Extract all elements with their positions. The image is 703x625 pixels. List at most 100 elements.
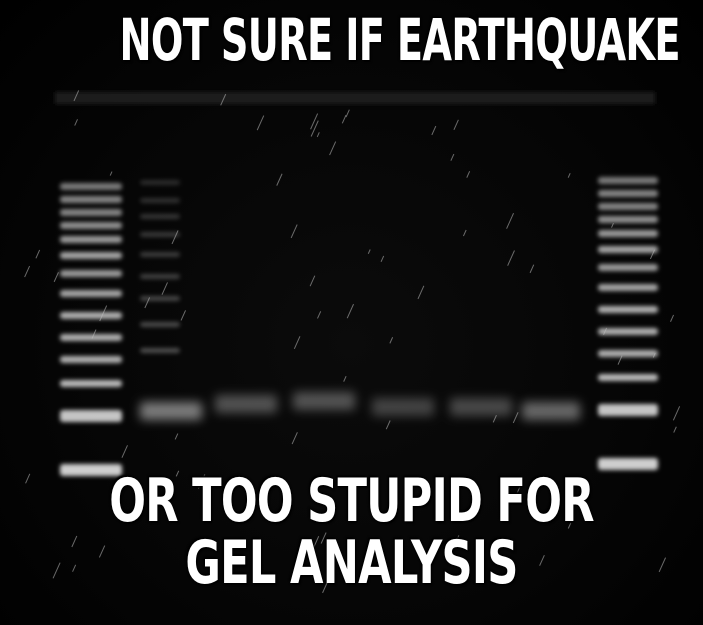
smear-band <box>140 252 180 257</box>
sample-band <box>215 395 277 413</box>
ladder-band <box>60 356 122 363</box>
scratch-mark <box>672 406 681 421</box>
scratch-mark <box>35 249 41 259</box>
ladder-band <box>598 177 658 184</box>
scratch-mark <box>367 249 371 254</box>
scratch-mark <box>322 578 330 594</box>
scratch-mark <box>144 297 151 309</box>
ladder-band <box>60 270 122 277</box>
sample-band <box>522 402 580 420</box>
ladder-band <box>598 190 658 197</box>
smear-band <box>140 274 180 279</box>
scratch-mark <box>611 223 614 228</box>
scratch-mark <box>25 473 31 484</box>
scratch-mark <box>197 474 206 489</box>
scratch-mark <box>290 224 298 239</box>
scratch-mark <box>175 470 180 477</box>
scratch-mark <box>462 229 467 237</box>
ladder-band <box>598 350 658 357</box>
scratch-mark <box>506 213 514 229</box>
scratch-mark <box>455 535 460 543</box>
ladder-band <box>598 284 658 291</box>
ladder-band <box>598 264 658 271</box>
scratch-mark <box>673 426 677 433</box>
scratch-mark <box>348 548 356 562</box>
scratch-mark <box>649 249 656 260</box>
scratch-mark <box>345 109 350 118</box>
scratch-mark <box>256 115 265 131</box>
smear-band <box>140 214 180 219</box>
scratch-mark <box>341 114 347 124</box>
scratch-mark <box>453 119 459 131</box>
ladder-band <box>598 328 658 335</box>
bottom-caption-line-2: GEL ANALYSIS <box>185 528 518 598</box>
scratch-mark <box>309 275 316 287</box>
gel-scratches <box>24 90 681 594</box>
scratch-mark <box>658 557 667 573</box>
smear-band <box>140 198 180 203</box>
scratch-mark <box>529 264 535 274</box>
ladder-band <box>60 209 122 216</box>
sample-band <box>450 398 512 416</box>
ladder-band <box>60 196 122 203</box>
scratch-mark <box>310 120 319 137</box>
scratch-mark <box>24 265 31 278</box>
scratch-mark <box>73 90 80 102</box>
gel-wells-row <box>55 92 655 104</box>
scratch-mark <box>312 535 320 550</box>
scratch-mark <box>109 171 113 176</box>
scratch-mark <box>174 433 179 440</box>
scratch-mark <box>507 250 515 266</box>
scratch-mark <box>514 486 521 498</box>
scratch-mark <box>121 445 128 458</box>
scratch-mark <box>329 141 337 156</box>
ladder-band <box>598 216 658 223</box>
scratch-mark <box>617 355 623 365</box>
sample-lanes <box>140 392 580 420</box>
smear-lane <box>140 180 180 353</box>
ladder-lane-right <box>598 177 658 470</box>
smear-band <box>140 232 180 237</box>
scratch-mark <box>161 282 168 295</box>
scratch-mark <box>171 230 179 245</box>
scratch-mark <box>320 532 327 544</box>
smear-band <box>140 180 180 185</box>
sample-band <box>140 402 202 420</box>
scratch-mark <box>310 113 319 130</box>
ladder-band <box>598 404 658 416</box>
smear-band <box>140 296 180 301</box>
scratch-mark <box>343 376 347 382</box>
scratch-mark <box>385 420 391 430</box>
sample-band <box>293 392 355 410</box>
ladder-band <box>598 203 658 210</box>
scratch-mark <box>52 562 61 579</box>
ladder-lane-left <box>60 183 122 476</box>
ladder-band <box>60 236 122 243</box>
ladder-band <box>60 410 122 422</box>
bottom-caption: OR TOO STUPID FOR GEL ANALYSIS <box>98 470 604 594</box>
scratch-mark <box>316 132 320 138</box>
ladder-band <box>60 183 122 190</box>
scratch-mark <box>99 305 108 322</box>
scratch-mark <box>71 535 78 548</box>
scratch-mark <box>539 554 545 566</box>
ladder-band <box>60 464 122 476</box>
scratch-mark <box>417 285 425 300</box>
ladder-band <box>598 230 658 237</box>
scratch-mark <box>98 545 106 558</box>
scratch-mark <box>431 125 437 136</box>
ladder-band <box>60 290 122 297</box>
ladder-band <box>60 222 122 229</box>
scratch-mark <box>91 329 97 339</box>
scratch-mark <box>180 310 187 321</box>
scratch-mark <box>276 173 283 186</box>
ladder-band <box>60 312 122 319</box>
scratch-mark <box>652 352 656 358</box>
ladder-band <box>598 306 658 313</box>
sample-band <box>372 398 434 416</box>
ladder-band <box>598 246 658 253</box>
scratch-mark <box>512 412 519 424</box>
scratch-mark <box>670 314 675 322</box>
ladder-band <box>60 252 122 259</box>
ladder-band <box>60 334 122 341</box>
